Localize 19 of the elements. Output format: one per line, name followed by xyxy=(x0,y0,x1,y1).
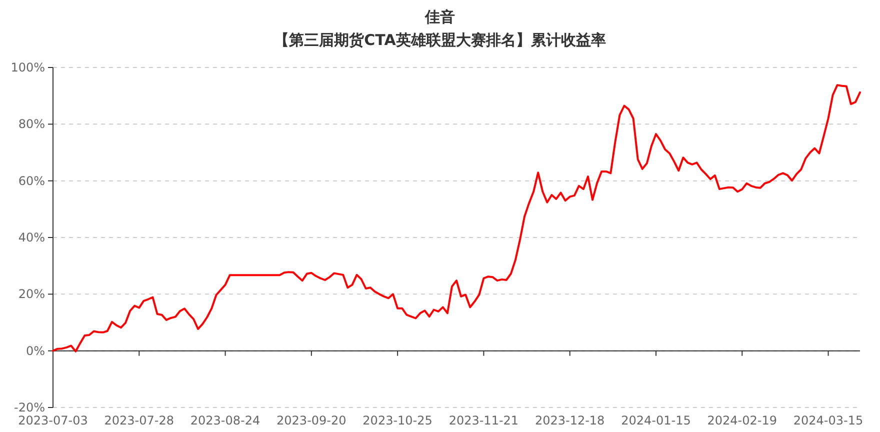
y-tick-label: 60% xyxy=(18,174,45,188)
x-tick-label: 2024-02-19 xyxy=(707,414,777,428)
y-tick-label: -20% xyxy=(14,400,45,414)
x-tick-label: 2023-11-21 xyxy=(448,414,519,428)
x-tick-label: 2023-08-24 xyxy=(190,414,260,428)
y-tick-label: 0% xyxy=(26,344,45,358)
x-tick-label: 2023-09-20 xyxy=(276,414,346,428)
y-tick-label: 20% xyxy=(18,287,45,302)
x-tick-label: 2024-03-15 xyxy=(793,414,864,428)
chart-subtitle: 【第三届期货CTA英雄联盟大赛排名】累计收益率 xyxy=(274,31,606,49)
x-tick-label: 2024-01-15 xyxy=(621,414,691,428)
y-tick-label: 100% xyxy=(10,60,45,74)
x-tick-label: 2023-07-28 xyxy=(104,414,174,428)
x-tick-label: 2023-10-25 xyxy=(362,414,432,428)
y-tick-label: 40% xyxy=(18,230,45,244)
x-tick-label: 2023-07-03 xyxy=(18,414,88,428)
x-tick-label: 2023-12-18 xyxy=(534,414,605,428)
y-tick-label: 80% xyxy=(18,117,45,132)
chart-title: 佳音 xyxy=(424,8,455,26)
